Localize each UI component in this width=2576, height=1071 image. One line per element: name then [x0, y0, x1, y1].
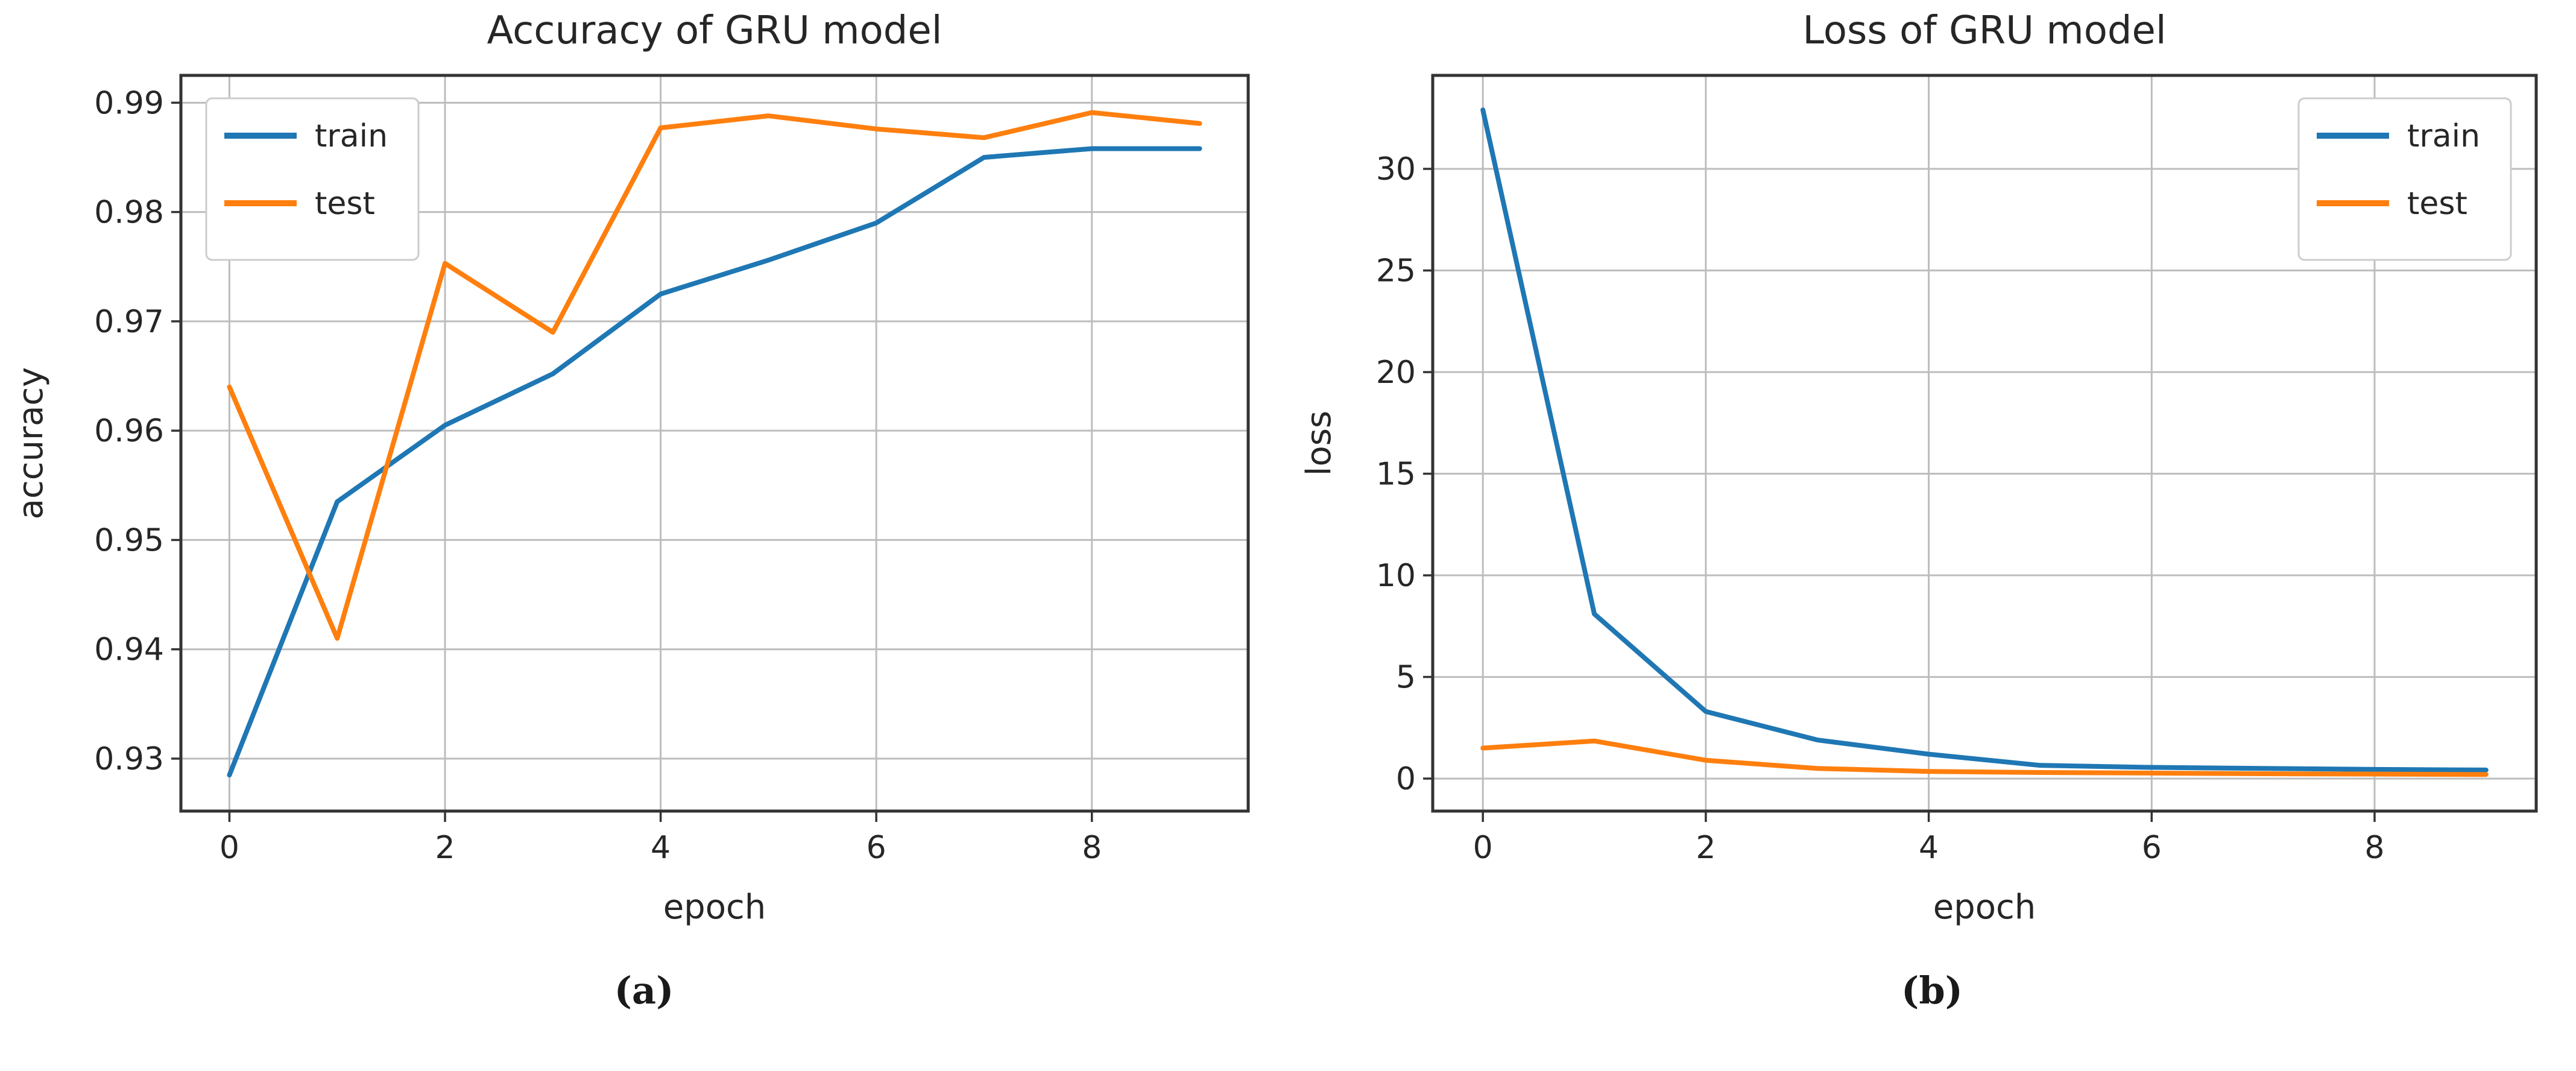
y-axis-label: loss	[1299, 411, 1339, 476]
figure-caption-a: (a)	[614, 968, 674, 1013]
x-tick-label: 6	[867, 830, 886, 866]
y-tick-label: 0.94	[94, 632, 164, 668]
y-tick-label: 0.96	[94, 413, 164, 449]
y-tick-label: 25	[1376, 253, 1416, 289]
x-axis-label: epoch	[663, 888, 766, 927]
x-tick-label: 2	[1696, 830, 1716, 866]
train-line	[1480, 107, 2489, 772]
y-tick-label: 0.98	[94, 195, 164, 231]
y-tick-label: 30	[1376, 151, 1416, 188]
test-line	[227, 110, 1202, 641]
x-tick-label: 0	[1473, 830, 1493, 866]
x-tick-label: 6	[2142, 830, 2162, 866]
loss-chart-figure: 0 2 4 6 8 0 5 10 15 20 25 30 Loss of GRU model epoch l…	[1288, 0, 2576, 1071]
chart-title: Accuracy of GRU model	[487, 8, 942, 53]
y-tick-label: 10	[1376, 558, 1416, 594]
y-tick-label: 5	[1396, 660, 1416, 696]
loss-chart: 0 2 4 6 8 0 5 10 15 20 25 30 Loss of GRU model epoch l…	[1299, 8, 2538, 927]
y-tick-label: 0.95	[94, 522, 164, 558]
legend-label-train: train	[2407, 118, 2480, 154]
train-line	[227, 146, 1202, 778]
x-tick-label: 4	[1919, 830, 1939, 866]
x-tick-label: 2	[435, 830, 455, 866]
x-axis-label: epoch	[1933, 888, 2036, 927]
figure-caption-b: (b)	[1901, 968, 1963, 1013]
legend-label-train: train	[315, 118, 388, 154]
x-tick-label: 4	[651, 830, 671, 866]
legend-label-test: test	[315, 186, 375, 222]
x-tick-label: 8	[2364, 830, 2384, 866]
y-tick-label: 0	[1396, 761, 1416, 797]
x-tick-label: 0	[219, 830, 239, 866]
y-tick-label: 15	[1376, 457, 1416, 493]
y-tick-label: 20	[1376, 355, 1416, 391]
legend-label-test: test	[2407, 186, 2467, 222]
plot-border	[1431, 74, 2538, 813]
x-tick-label: 8	[1082, 830, 1102, 866]
accuracy-chart-figure: 0 2 4 6 8 0.93 0.94 0.95 0.96 0.97 0.98 0.99 Accurac…	[11, 8, 1250, 1013]
y-tick-label: 0.93	[94, 741, 164, 777]
y-tick-label: 0.97	[94, 304, 164, 340]
accuracy-chart: 0 2 4 6 8 0.93 0.94 0.95 0.96 0.97 0.98 0.99 Accurac…	[11, 8, 1250, 927]
plot-border	[179, 74, 1250, 813]
y-tick-label: 0.99	[94, 85, 164, 121]
chart-title: Loss of GRU model	[1802, 8, 2166, 53]
test-line	[1480, 738, 2489, 777]
y-axis-label: accuracy	[11, 367, 51, 520]
